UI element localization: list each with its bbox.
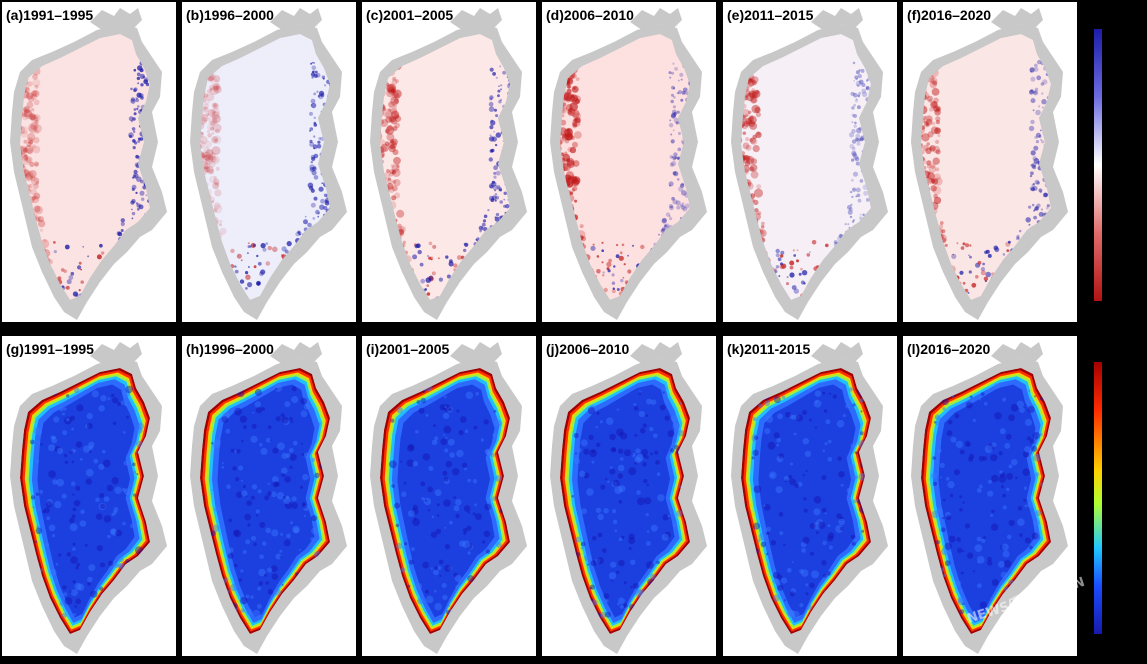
panel-g: (g)1991–1995 [2, 336, 176, 656]
panel-d: (d)2006–2010 [542, 2, 716, 322]
panel-c: (c)2001–2005 [362, 2, 536, 322]
ice-sheet-field [20, 368, 150, 634]
ice-sheet-field [200, 368, 330, 634]
panel-label: (h)1996–2000 [186, 341, 274, 357]
greenland-map [731, 342, 888, 654]
land-north [811, 8, 863, 30]
panel-label: (k)2011-2015 [727, 341, 811, 357]
panel-i: (i)2001–2005 [362, 336, 536, 656]
watermark-logo: NEWS.WJJ.PU.CN [965, 575, 1086, 627]
land-north [270, 8, 322, 30]
greenland-map [370, 8, 527, 320]
greenland-map [370, 342, 527, 654]
ice-sheet-field [380, 34, 510, 300]
panel-b: (b)1996–2000 [182, 2, 356, 322]
ice-sheet-field [560, 368, 690, 634]
greenland-map [190, 342, 347, 654]
panel-label: (l)2016–2020 [907, 341, 991, 357]
panel-k: (k)2011-2015 [723, 336, 897, 656]
ice-sheet-field [200, 34, 330, 300]
panel-label: (g)1991–1995 [6, 341, 94, 357]
ice-sheet-field [741, 368, 871, 634]
panel-label: (d)2006–2010 [546, 7, 634, 23]
panel-label: (f)2016–2020 [907, 7, 992, 23]
panel-label: (i)2001–2005 [366, 341, 450, 357]
colorbar-tick [1091, 360, 1105, 362]
watermark-text: NEWS.WJJ.PU.CN [965, 575, 1086, 627]
panel-label: (a)1991–1995 [6, 7, 94, 23]
panel-a: (a)1991–1995 [2, 2, 176, 322]
ice-sheet-field [741, 34, 871, 300]
colorbar-sequential [1094, 360, 1102, 636]
land-north [90, 342, 142, 364]
land-north [811, 342, 863, 364]
greenland-map [10, 8, 167, 320]
land-north [450, 342, 502, 364]
panel-l: (l)2016–2020 [903, 336, 1077, 656]
colorbar-diverging [1094, 27, 1102, 303]
ice-sheet-field [20, 34, 150, 300]
panel-label: (b)1996–2000 [186, 7, 274, 23]
land-north [991, 342, 1043, 364]
land-north [991, 8, 1043, 30]
ice-sheet-field [380, 368, 510, 634]
land-north [630, 8, 682, 30]
greenland-map [731, 8, 888, 320]
panel-e: (e)2011–2015 [723, 2, 897, 322]
ice-sheet-field [921, 34, 1051, 300]
greenland-map [550, 342, 707, 654]
ice-sheet-field [560, 34, 690, 300]
colorbar-tick [1091, 634, 1105, 636]
colorbar-tick [1091, 301, 1105, 303]
greenland-map [911, 342, 1068, 654]
land-north [270, 342, 322, 364]
greenland-map [190, 8, 347, 320]
land-north [630, 342, 682, 364]
panel-f: (f)2016–2020 [903, 2, 1077, 322]
greenland-map [911, 8, 1068, 320]
ice-sheet-field [921, 368, 1051, 634]
panel-j: (j)2006–2010 [542, 336, 716, 656]
greenland-map [10, 342, 167, 654]
panel-label: (e)2011–2015 [727, 7, 814, 23]
land-north [450, 8, 502, 30]
panel-h: (h)1996–2000 [182, 336, 356, 656]
land-north [90, 8, 142, 30]
greenland-map [550, 8, 707, 320]
panel-label: (j)2006–2010 [546, 341, 630, 357]
colorbar-tick [1091, 27, 1105, 29]
panel-label: (c)2001–2005 [366, 7, 454, 23]
